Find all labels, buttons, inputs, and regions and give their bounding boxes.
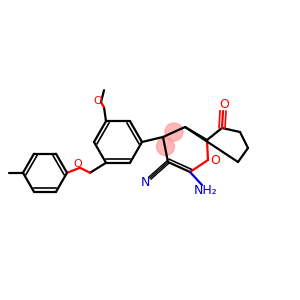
Text: NH₂: NH₂	[194, 184, 218, 197]
Text: O: O	[74, 159, 82, 169]
Text: O: O	[94, 96, 102, 106]
Circle shape	[165, 123, 183, 141]
Text: N: N	[140, 176, 150, 190]
Circle shape	[157, 137, 175, 155]
Text: O: O	[219, 98, 229, 110]
Text: O: O	[210, 154, 220, 167]
